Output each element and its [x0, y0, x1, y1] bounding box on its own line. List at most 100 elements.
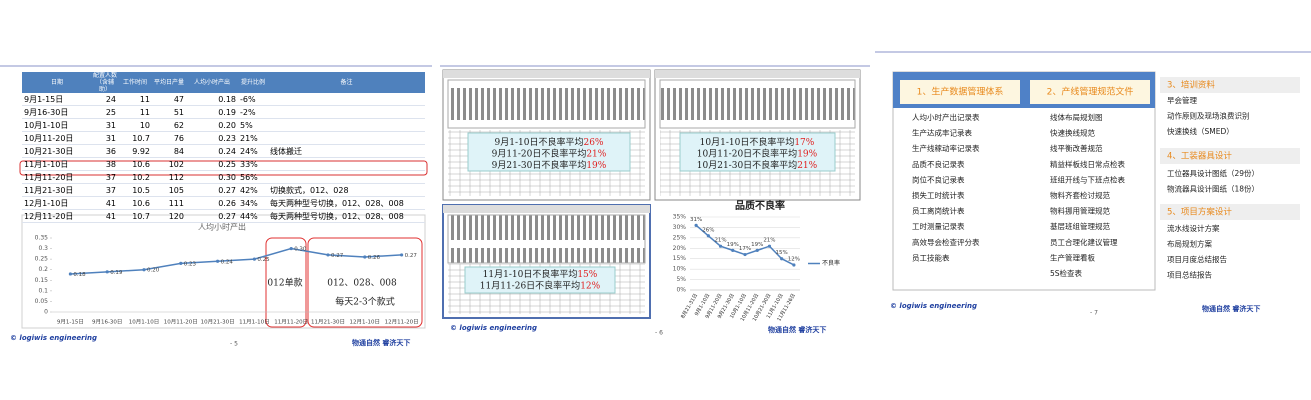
- table-cell: 84: [152, 144, 186, 158]
- table-cell: 10.6: [118, 196, 152, 210]
- table-cell: 111: [152, 196, 186, 210]
- section-item: 员工技能表: [912, 252, 950, 262]
- section-item: 精益样板线日常点检表: [1050, 159, 1125, 169]
- table-cell: 42%: [238, 183, 268, 197]
- table-cell: 62: [152, 118, 186, 132]
- section-item: 流水线设计方案: [1167, 223, 1220, 233]
- table-cell: 11月1-10日: [22, 157, 92, 171]
- section-item: 品质不良记录表: [912, 159, 965, 169]
- footer-brand: © logiwis engineering: [10, 334, 97, 342]
- note-rate: 15%: [577, 270, 597, 280]
- data-label: 0.18: [73, 272, 86, 278]
- note-text: 9月11-20日不良率平均: [492, 147, 587, 159]
- table-cell: 112: [152, 170, 186, 184]
- data-label: 12%: [788, 256, 800, 262]
- panel-note: 10月11-20日不良率平均19%: [697, 147, 818, 159]
- y-tick-label: 0.3: [38, 245, 48, 252]
- footer-slogan: 物通自然 睿济天下: [768, 325, 826, 334]
- data-label: 26%: [702, 227, 714, 233]
- x-tick-label: 12月11-20日: [385, 319, 419, 326]
- data-label: 0.26: [368, 255, 381, 261]
- table-cell: 0.30: [186, 170, 238, 184]
- table-cell: [268, 105, 425, 119]
- x-tick-label: 10月21-30日: [201, 319, 235, 326]
- chart-title: 品质不良率: [735, 199, 785, 212]
- point: [694, 223, 698, 227]
- header-box: [900, 80, 1020, 104]
- header-cell: 提升比例: [238, 72, 268, 93]
- table-cell: 0.27: [186, 183, 238, 197]
- point: [743, 252, 747, 257]
- point: [363, 255, 367, 259]
- y-tick-label: 0.35: [35, 235, 49, 242]
- table-cell: 11: [118, 105, 152, 119]
- point: [179, 261, 183, 265]
- section-band: [1160, 204, 1300, 220]
- data-label: 21%: [714, 238, 726, 244]
- point: [289, 246, 293, 251]
- table-cell: 切换款式，012、028: [268, 183, 425, 197]
- table-cell: 11月11-20日: [22, 170, 92, 184]
- table-cell: 11: [118, 93, 152, 106]
- section-item: 班组开线与下班点检表: [1050, 174, 1125, 184]
- table-cell: 线体搬迁: [268, 144, 425, 158]
- point: [731, 248, 735, 252]
- y-tick-label: 10%: [673, 266, 687, 273]
- panel-note: 11月1-10日不良率平均15%: [483, 268, 598, 280]
- table-cell: 9月16-30日: [22, 105, 92, 119]
- section-item: 物流器具设计图纸（18份）: [1167, 184, 1259, 194]
- table-cell: 10.7: [118, 209, 152, 223]
- section-item: 工时测量记录表: [912, 221, 965, 231]
- point: [252, 257, 256, 261]
- table-cell: 76: [152, 131, 186, 145]
- panel: [442, 69, 651, 201]
- table-cell: 每天两种型号切换，012、028、008: [268, 196, 425, 210]
- table-cell: 31: [92, 118, 118, 132]
- x-tick-label: 11月11-20日: [274, 319, 308, 326]
- point: [400, 253, 404, 257]
- panel-note: 10月21-30日不良率平均21%: [697, 159, 818, 171]
- table-cell: [268, 93, 425, 106]
- data-label: 0.27: [405, 253, 418, 259]
- section-item: 线体布局规划图: [1050, 112, 1103, 122]
- annotation: 012单款: [267, 277, 302, 289]
- section-item: 5S检查表: [1050, 268, 1083, 278]
- section-item: 员工离岗统计表: [912, 206, 965, 216]
- point: [780, 257, 784, 261]
- table-cell: 31: [92, 131, 118, 145]
- header-cell: 配置人数（含辅助）: [92, 72, 118, 93]
- header-row: 日期 配置人数（含辅助） 工作时间 平均日产量 人均小时产出 提升比例 备注: [22, 72, 425, 93]
- note-rate: 12%: [580, 281, 600, 291]
- section-item: 生产达成率记录表: [912, 128, 972, 138]
- section-item: 岗位不良记录表: [912, 174, 965, 184]
- section-item: 早会管理: [1167, 95, 1197, 105]
- data-label: 0.19: [110, 270, 123, 276]
- point: [326, 253, 330, 257]
- note-text: 10月1-10日不良率平均: [700, 136, 795, 148]
- table-cell: 10月21-30日: [22, 144, 92, 158]
- table-cell: 36: [92, 144, 118, 158]
- y-tick-label: 0%: [676, 287, 686, 294]
- table-cell: 0.19: [186, 105, 238, 119]
- table-cell: 每天两种型号切换，012、028、008: [268, 209, 425, 223]
- y-tick-label: 5%: [676, 276, 686, 283]
- section-item: 快速换线（SMED）: [1167, 126, 1234, 136]
- section-title: 4、工装器具设计: [1167, 151, 1232, 162]
- note-rate: 21%: [797, 161, 817, 171]
- header-cell: 工作时间: [118, 72, 152, 93]
- table-cell: 38: [92, 157, 118, 171]
- table-cell: 0.26: [186, 196, 238, 210]
- note-text: 9月21-30日不良率平均: [492, 159, 587, 171]
- note-text: 10月11-20日不良率平均: [697, 147, 797, 159]
- table-cell: 0.20: [186, 118, 238, 132]
- point: [216, 259, 220, 263]
- footer-brand: © logiwis engineering: [890, 302, 977, 310]
- table-row: 11月11-20日 37 10.2 112 0.30 56%: [22, 170, 425, 184]
- table-cell: 10.6: [118, 157, 152, 171]
- page-number: - 7: [1090, 310, 1098, 317]
- table-cell: 41: [92, 209, 118, 223]
- footer-brand: © logiwis engineering: [450, 324, 537, 332]
- y-tick-label: 0.1: [38, 287, 48, 294]
- table-cell: 0.24: [186, 144, 238, 158]
